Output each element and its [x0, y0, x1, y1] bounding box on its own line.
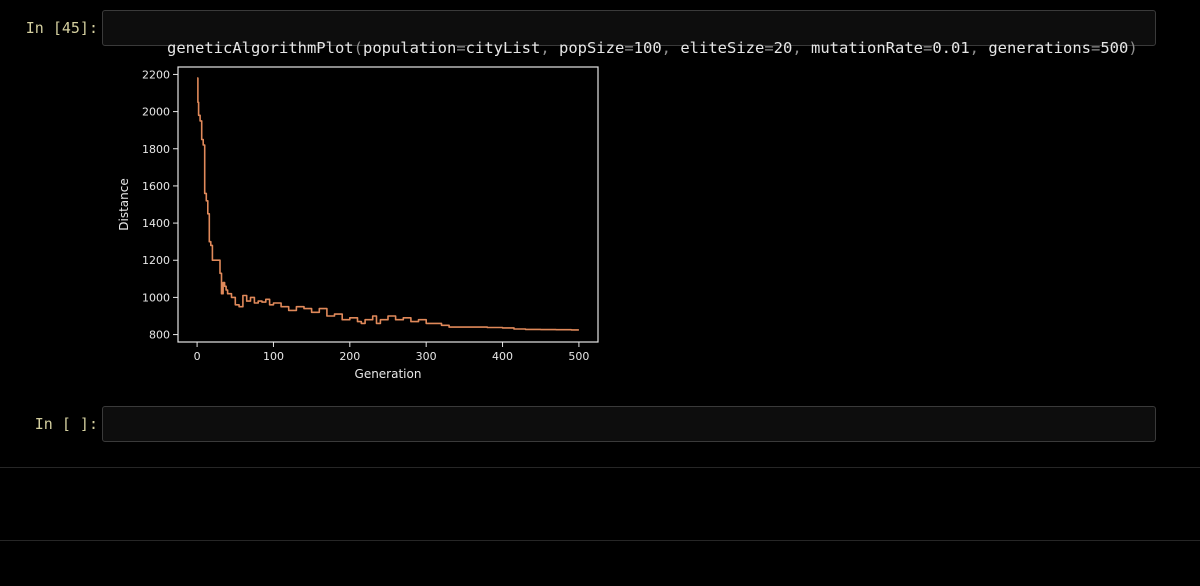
- code-arg-name: generations: [988, 39, 1091, 57]
- code-arg-value: 100: [633, 39, 662, 57]
- x-tick-label: 0: [194, 350, 201, 363]
- code-separator: ,: [661, 39, 681, 57]
- x-tick-label: 100: [263, 350, 284, 363]
- code-arg-value: cityList: [465, 39, 541, 57]
- cell-1-prompt: In [45]:: [25, 19, 98, 37]
- code-separator: ,: [792, 39, 812, 57]
- code-equals: =: [456, 39, 466, 57]
- y-axis-label: Distance: [117, 178, 131, 230]
- cell-2-prompt: In [ ]:: [34, 415, 98, 433]
- code-open-paren: (: [353, 39, 363, 57]
- x-axis-label: Generation: [355, 367, 422, 381]
- code-function-name: geneticAlgorithmPlot: [167, 39, 354, 57]
- code-arg-value: 0.01: [932, 39, 970, 57]
- y-tick-label: 1600: [142, 180, 170, 193]
- code-arg-name: mutationRate: [811, 39, 923, 57]
- distance-chart: 0 100 200 300 400 500 800 1000 1200 1400 1600 1800 2…: [117, 66, 599, 381]
- cell-divider: [0, 540, 1200, 541]
- code-separator: ,: [969, 39, 989, 57]
- cell-1-code[interactable]: geneticAlgorithmPlot(population=cityList…: [111, 18, 1138, 78]
- plot-frame: [177, 66, 599, 343]
- y-tick-label: 1000: [142, 291, 170, 304]
- code-arg-value: 20: [773, 39, 793, 57]
- distance-series-line: [197, 77, 579, 331]
- x-tick-label: 200: [339, 350, 360, 363]
- x-tick-label: 300: [416, 350, 437, 363]
- code-arg-name: population: [362, 39, 457, 57]
- code-equals: =: [923, 39, 933, 57]
- y-tick-label: 1800: [142, 143, 170, 156]
- code-arg-name: eliteSize: [680, 39, 765, 57]
- y-tick-label: 1400: [142, 217, 170, 230]
- y-tick-label: 800: [149, 329, 170, 342]
- y-tick-label: 2200: [142, 68, 170, 81]
- code-arg-name: popSize: [558, 39, 625, 57]
- cell-1-input[interactable]: geneticAlgorithmPlot(population=cityList…: [102, 10, 1156, 57]
- code-arg-value: 500: [1100, 39, 1129, 57]
- code-separator: ,: [540, 39, 559, 57]
- x-tick-label: 400: [492, 350, 513, 363]
- x-tick-label: 500: [568, 350, 589, 363]
- code-equals: =: [764, 39, 774, 57]
- y-tick-label: 2000: [142, 106, 170, 119]
- cell-2-input[interactable]: [102, 406, 1156, 442]
- y-tick-label: 1200: [142, 254, 170, 267]
- code-equals: =: [624, 39, 634, 57]
- cell-divider: [0, 467, 1200, 468]
- cell-1-output-plot: 0 100 200 300 400 500 800 1000 1200 1400 1600 1800 2…: [110, 58, 610, 388]
- code-equals: =: [1091, 39, 1101, 57]
- code-close-paren: ): [1128, 39, 1138, 57]
